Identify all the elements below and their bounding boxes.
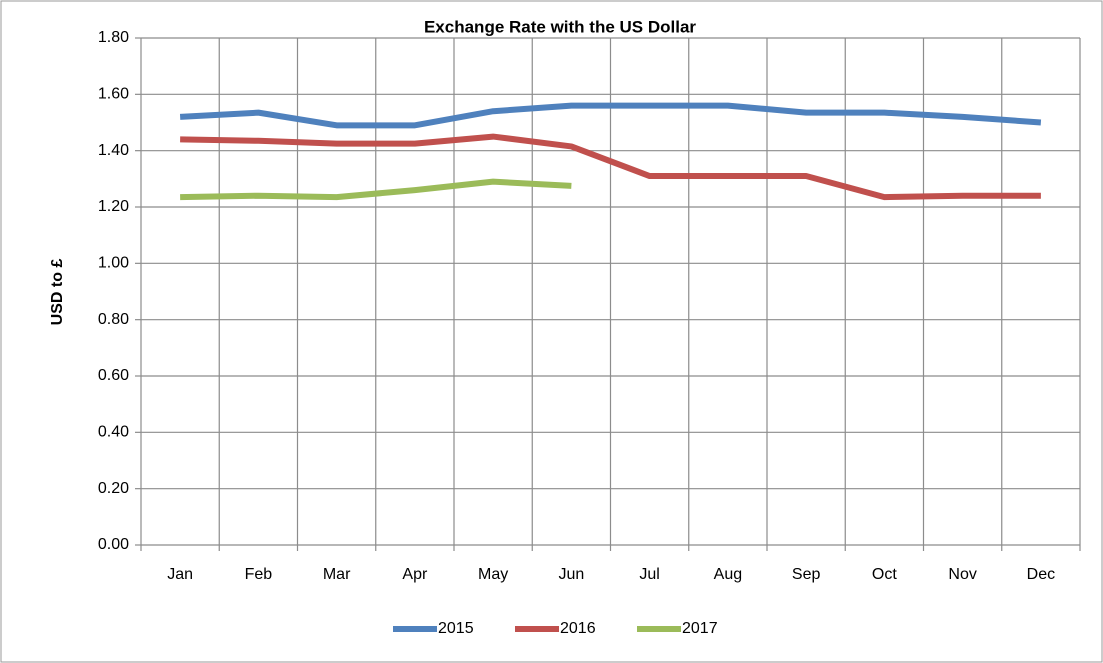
y-tick-label: 1.00 <box>98 255 129 272</box>
y-axis-label: USD to £ <box>49 259 66 326</box>
y-tick-label: 0.60 <box>98 367 129 384</box>
y-tick-label: 1.20 <box>98 198 129 215</box>
line-series <box>179 102 1042 129</box>
legend-label: 2016 <box>560 620 596 637</box>
chart-title: Exchange Rate with the US Dollar <box>424 17 696 36</box>
y-tick-label: 0.20 <box>98 480 129 497</box>
x-tick-label: Mar <box>323 566 351 583</box>
x-tick-label: Aug <box>714 566 742 583</box>
line-series <box>180 133 1041 201</box>
x-tick-label: May <box>478 566 508 583</box>
x-tick-label: Jan <box>167 566 193 583</box>
x-tick-label: Nov <box>948 566 976 583</box>
y-tick-label: 0.80 <box>98 311 129 328</box>
y-tick-label: 1.40 <box>98 142 129 159</box>
y-tick-label: 0.00 <box>98 536 129 553</box>
x-tick-label: Oct <box>872 566 897 583</box>
x-tick-label: Jul <box>639 566 659 583</box>
x-tick-label: Dec <box>1027 566 1055 583</box>
x-tick-label: Apr <box>402 566 428 583</box>
y-tick-label: 1.80 <box>98 29 129 46</box>
legend-label: 2015 <box>438 620 474 637</box>
legend-label: 2017 <box>682 620 718 637</box>
x-tick-label: Jun <box>558 566 584 583</box>
x-tick-label: Feb <box>245 566 273 583</box>
x-tick-label: Sep <box>792 566 821 583</box>
y-tick-label: 0.40 <box>98 424 129 441</box>
line-series <box>180 178 572 201</box>
y-tick-label: 1.60 <box>98 86 129 103</box>
